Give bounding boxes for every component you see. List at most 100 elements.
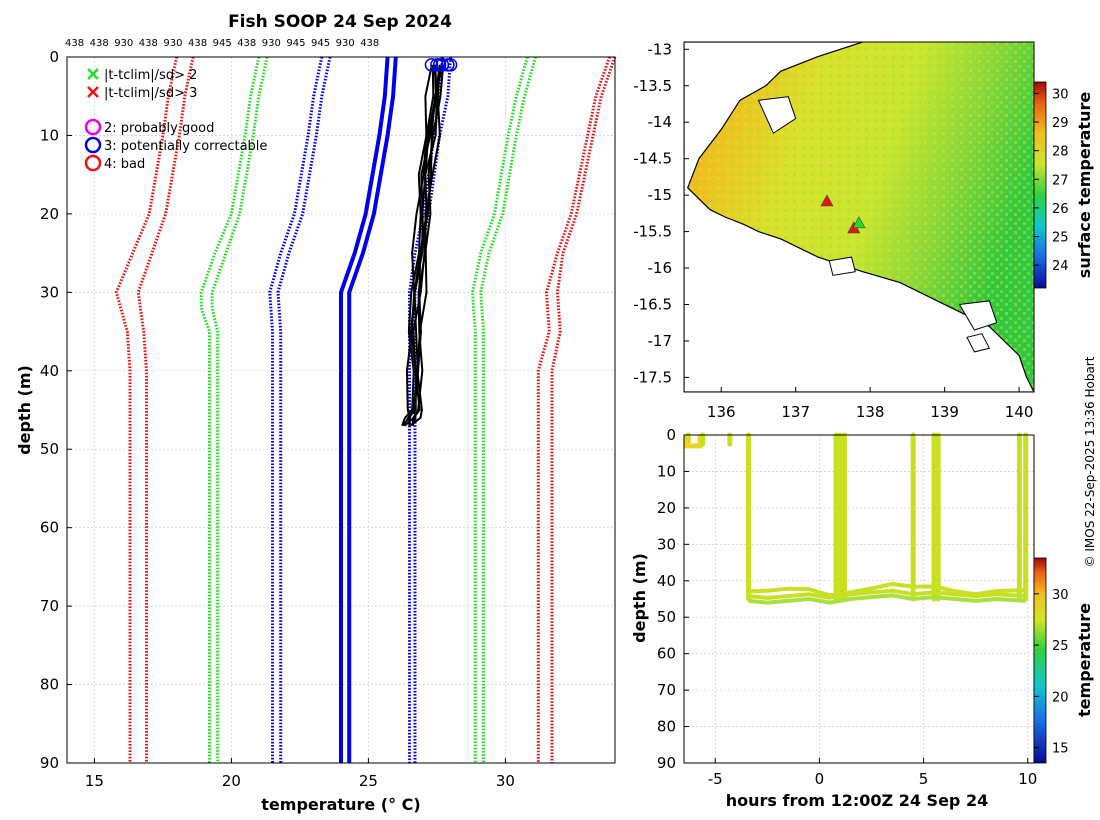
- y-tick-label: 10: [657, 462, 676, 480]
- profile-axes-box: [66, 56, 616, 764]
- top-label: 930: [262, 38, 281, 49]
- colorbar-tick-label: 30: [1052, 87, 1069, 102]
- flag-circle-marker: [443, 58, 458, 72]
- map-panel: 136 137 138 139 140 -13 -13.5 -14 -14.5 -15 -15.5 -…: [633, 40, 1094, 421]
- time-depth-colorbar-label: temperature: [1075, 603, 1094, 717]
- profile-xlabel: temperature (° C): [261, 795, 420, 814]
- y-tick-label: 40: [657, 572, 676, 590]
- legend-label: 3: potentially correctable: [104, 139, 267, 154]
- map-y-tick-label: -14: [648, 113, 673, 131]
- time-depth-colorbar: [1033, 557, 1047, 764]
- observed-profile-line: [408, 64, 441, 426]
- map-y-tick-label: -13: [648, 40, 673, 58]
- profile-panel: 15 20 25 30 0 10 20 30 40 50 60 70 80 90 |t-tclim|/sd…: [15, 48, 617, 814]
- y-tick-label: 10: [40, 126, 59, 144]
- colorbar-tick-label: 25: [1052, 231, 1069, 246]
- x-tick-label: 15: [85, 772, 104, 790]
- island-shape: [828, 256, 856, 276]
- map-y-tick-label: -17: [648, 332, 673, 350]
- figure-title: Fish SOOP 24 Sep 2024: [228, 12, 452, 32]
- flag-circle-marker: [435, 58, 450, 72]
- legend-circle-icon: [84, 154, 102, 172]
- map-x-tick-label: 139: [930, 403, 959, 421]
- time-depth-panel: -5 0 5 10 0 10 20 30 40 50 60 70 80 90 15 20 25 30 hours…: [630, 426, 1094, 810]
- observed-profile-line: [411, 64, 445, 426]
- island-shape: [966, 333, 991, 353]
- top-label: 945: [213, 38, 232, 49]
- map-x-tick-label: 137: [781, 403, 810, 421]
- map-y-tick-label: -13.5: [633, 77, 672, 95]
- flag-circle-marker: [424, 58, 439, 72]
- x-tick-label: -5: [708, 770, 723, 788]
- colorbar-tick-label: 27: [1052, 173, 1069, 188]
- y-tick-label: 70: [657, 681, 676, 699]
- profile-series-line: [479, 56, 537, 763]
- y-tick-label: 70: [40, 597, 59, 615]
- map-y-tick-label: -16: [648, 259, 673, 277]
- top-label: 930: [163, 38, 182, 49]
- y-tick-label: 50: [40, 440, 59, 458]
- island-shape: [958, 300, 998, 331]
- y-tick-label: 30: [40, 283, 59, 301]
- colorbar-tick-label: 24: [1052, 259, 1069, 274]
- legend-cross-icon: [87, 68, 99, 80]
- top-label: 930: [114, 38, 133, 49]
- x-tick-label: 25: [359, 772, 378, 790]
- map-x-tick-label: 138: [856, 403, 885, 421]
- map-marker: [820, 194, 834, 207]
- legend-circle-icon: [84, 118, 102, 136]
- map-colorbar-ticks: 24 25 26 27 28 29 30: [1034, 87, 1069, 274]
- legend-cross-icon: [87, 86, 99, 98]
- top-label: 438: [237, 38, 256, 49]
- x-tick-label: 30: [496, 772, 515, 790]
- map-land: [684, 42, 1034, 392]
- profile-series: [114, 56, 617, 763]
- bottom-trace: [748, 593, 1026, 605]
- map-y-tick-label: -14.5: [633, 150, 672, 168]
- map-x-tick-label: 136: [707, 403, 736, 421]
- bottom-trace: [748, 588, 1026, 600]
- profile-series-line: [550, 56, 617, 763]
- credit-text: © IMOS 22-Sep-2025 13:36 Hobart: [1083, 356, 1097, 567]
- y-tick-label: 90: [40, 754, 59, 772]
- legend-label: |t-tclim|/sd> 3: [104, 86, 197, 101]
- map-y-tick-label: -15: [648, 186, 673, 204]
- legend-label: 2: probably good: [104, 121, 214, 136]
- time-depth-points: [683, 432, 1029, 605]
- map-x-tick-label: 140: [1005, 403, 1034, 421]
- map-colorbar: [1033, 81, 1047, 289]
- colorbar-tick-label: 25: [1052, 639, 1069, 654]
- time-depth-xlabel: hours from 12:00Z 24 Sep 24: [726, 791, 988, 810]
- profile-series-line: [199, 56, 261, 763]
- x-tick-label: 5: [919, 770, 929, 788]
- top-label: 438: [90, 38, 109, 49]
- profile-series-line: [136, 56, 195, 763]
- y-tick-label: 50: [657, 608, 676, 626]
- map-y-tick-label: -16.5: [633, 296, 672, 314]
- bottom-trace: [748, 581, 1026, 598]
- y-tick-label: 90: [657, 754, 676, 772]
- legend-label: 4: bad: [104, 157, 145, 172]
- time-depth-ticks: -5 0 5 10 0 10 20 30 40 50 60 70 80 90: [657, 426, 1037, 788]
- legend-label: |t-tclim|/sd> 2: [104, 68, 197, 83]
- profile-series-line: [268, 56, 324, 763]
- y-tick-label: 20: [657, 499, 676, 517]
- top-label: 438: [188, 38, 207, 49]
- profile-ylabel: depth (m): [15, 365, 34, 455]
- y-tick-label: 60: [657, 645, 676, 663]
- observed-profile-line: [401, 64, 435, 427]
- profile-series-line: [536, 56, 611, 763]
- profile-ticks: 15 20 25 30 0 10 20 30 40 50 60 70 80 90: [40, 48, 515, 790]
- colorbar-tick-label: 26: [1052, 202, 1069, 217]
- top-label: 438: [360, 38, 379, 49]
- map-islands: [757, 96, 998, 353]
- colorbar-tick-label: 15: [1052, 742, 1069, 757]
- observed-profile-line: [401, 64, 433, 427]
- profile-series-line: [276, 56, 332, 763]
- y-tick-label: 80: [40, 676, 59, 694]
- y-tick-label: 80: [657, 718, 676, 736]
- top-label: 438: [65, 38, 84, 49]
- top-label: 438: [139, 38, 158, 49]
- y-tick-label: 0: [666, 426, 676, 444]
